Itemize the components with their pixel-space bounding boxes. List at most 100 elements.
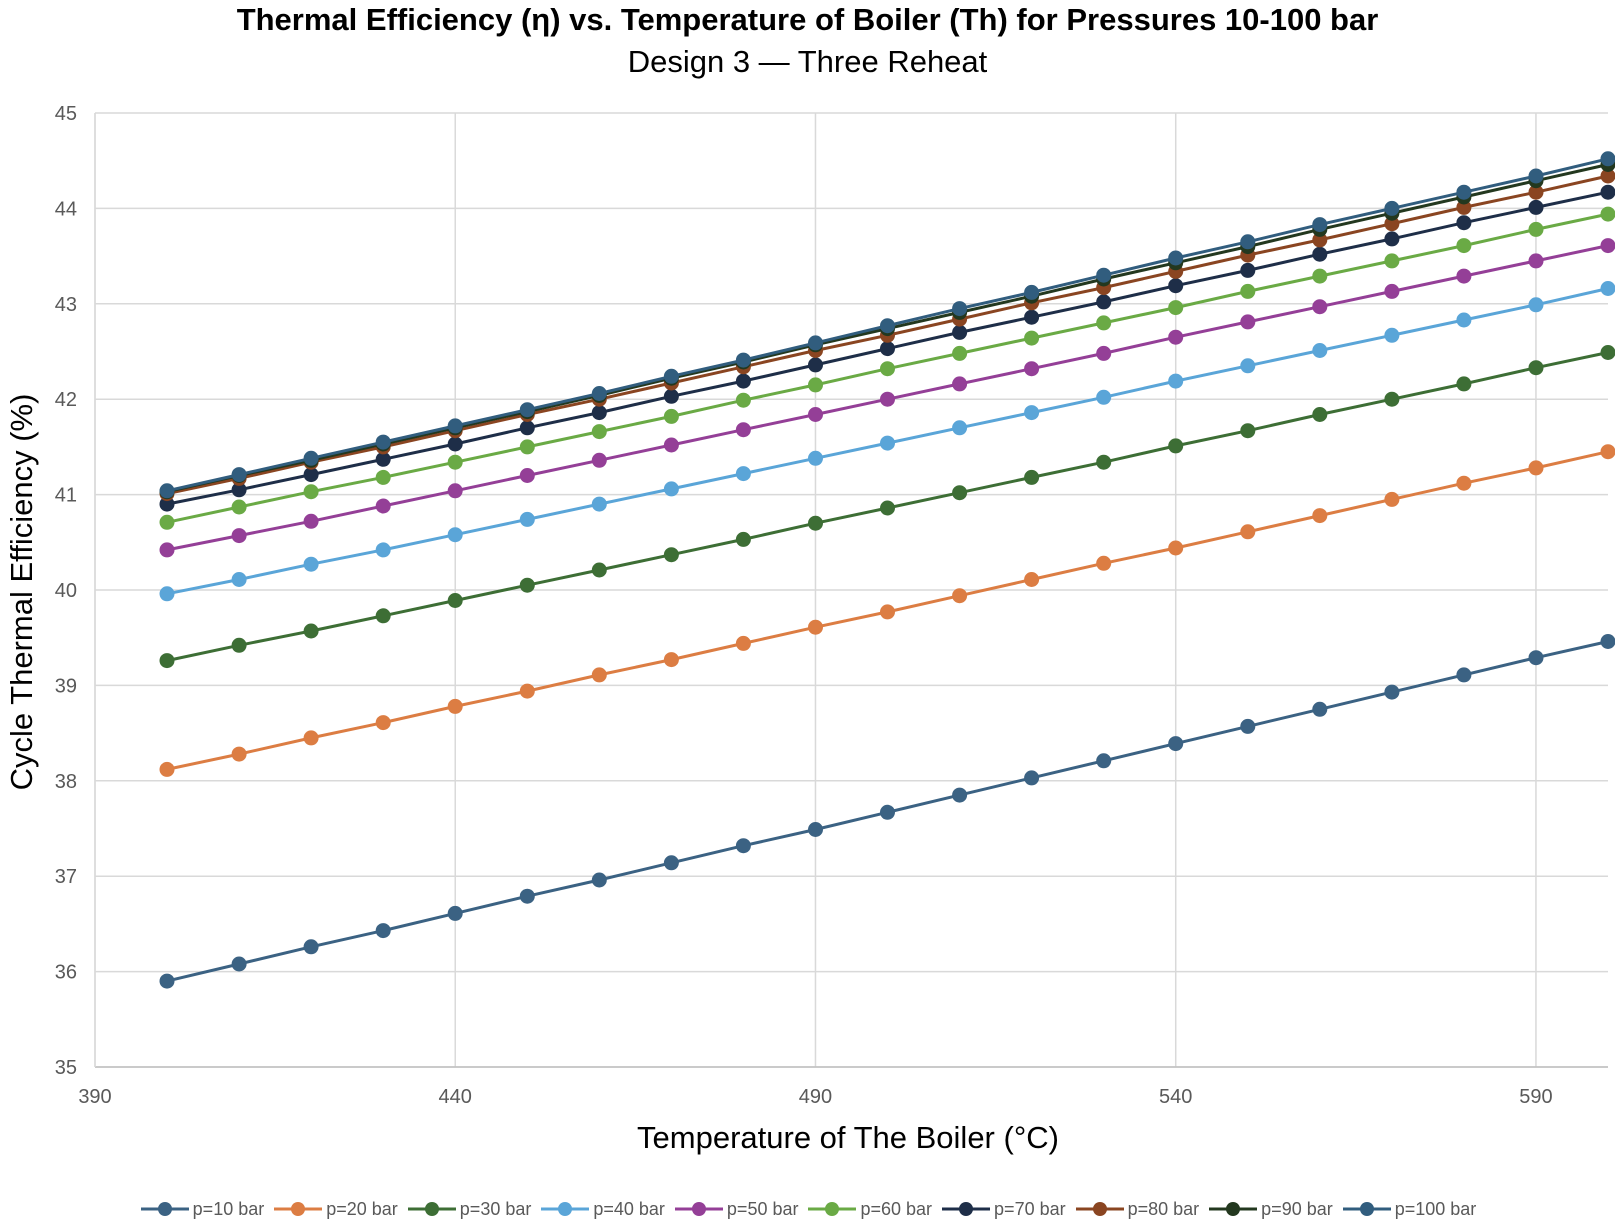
data-point — [1384, 491, 1400, 507]
data-point — [1024, 284, 1040, 300]
chart-title: Thermal Efficiency (η) vs. Temperature o… — [236, 2, 1379, 37]
data-point — [808, 377, 823, 393]
legend-marker-icon — [1075, 1202, 1124, 1216]
data-point — [952, 420, 968, 436]
data-point — [1312, 508, 1328, 524]
data-point — [808, 357, 823, 373]
data-point — [375, 542, 391, 558]
data-point — [880, 361, 895, 377]
data-point — [1096, 267, 1112, 283]
data-point — [1528, 460, 1544, 476]
data-point — [1024, 469, 1040, 485]
data-point — [735, 635, 751, 651]
data-point — [375, 608, 391, 624]
data-point — [1240, 423, 1256, 439]
data-point — [952, 345, 968, 361]
data-point — [1240, 314, 1256, 330]
data-point — [375, 469, 391, 485]
legend-item: p=10 bar — [139, 1199, 264, 1220]
y-tick-label: 35 — [55, 1057, 77, 1079]
data-point — [808, 619, 823, 635]
data-point — [952, 324, 968, 340]
data-point — [159, 586, 175, 602]
legend-marker-icon — [808, 1202, 857, 1216]
data-point — [663, 368, 679, 384]
data-point — [447, 418, 463, 434]
data-point — [375, 923, 391, 939]
data-point — [303, 730, 319, 746]
data-point — [1168, 250, 1184, 266]
series-1 — [159, 634, 1615, 989]
legend-label: p=80 bar — [1127, 1198, 1200, 1219]
legend-marker-icon — [541, 1202, 590, 1216]
legend-item: p=30 bar — [406, 1198, 532, 1220]
data-point — [1312, 246, 1328, 262]
data-point — [952, 485, 968, 501]
data-point — [519, 888, 535, 904]
data-point — [1096, 454, 1112, 470]
data-point — [1312, 701, 1328, 717]
y-tick-label: 36 — [55, 962, 77, 984]
data-point — [1384, 231, 1400, 247]
data-point — [1528, 168, 1544, 184]
data-point — [735, 422, 751, 438]
data-point — [1456, 238, 1472, 254]
data-point — [1096, 315, 1112, 331]
data-point — [880, 341, 895, 357]
data-point — [447, 698, 463, 714]
legend-item: p=60 bar — [806, 1199, 932, 1220]
data-point — [303, 467, 319, 483]
y-tick-label: 41 — [55, 485, 77, 507]
legend-item: p=80 bar — [1074, 1198, 1200, 1220]
legend-label: p=60 bar — [860, 1198, 933, 1219]
data-point — [1096, 294, 1112, 310]
y-tick-label: 37 — [55, 866, 77, 888]
data-point — [1096, 345, 1112, 361]
data-point — [231, 956, 247, 972]
data-point — [1168, 300, 1184, 316]
series-4 — [159, 281, 1615, 602]
data-point — [303, 939, 319, 955]
data-point — [1600, 444, 1615, 460]
data-point — [1456, 312, 1472, 328]
data-point — [1456, 376, 1472, 392]
legend-label: p=20 bar — [326, 1198, 398, 1219]
data-point — [1024, 309, 1040, 325]
data-point — [1168, 438, 1184, 454]
data-point — [1312, 232, 1328, 248]
data-point — [1240, 524, 1256, 540]
axes: 35 36 37 38 39 40 41 42 43 44 45 390 440 490 540 590 — [55, 103, 1608, 1108]
data-point — [735, 531, 751, 547]
data-point — [1024, 572, 1040, 587]
data-point — [1240, 358, 1256, 374]
data-point — [231, 572, 247, 587]
legend-label: p=30 bar — [459, 1198, 532, 1219]
data-point — [375, 715, 391, 731]
data-point — [663, 652, 679, 668]
legend-label: p=100 bar — [1394, 1198, 1477, 1219]
data-point — [1456, 199, 1472, 215]
data-point — [1600, 151, 1615, 167]
data-point — [1528, 360, 1544, 376]
data-point — [591, 424, 607, 440]
data-point — [1168, 373, 1184, 389]
data-point — [663, 855, 679, 871]
data-point — [808, 335, 823, 351]
data-point — [591, 496, 607, 512]
data-point — [231, 528, 247, 544]
data-point — [1528, 297, 1544, 313]
data-point — [808, 450, 823, 466]
legend-marker-icon — [1209, 1202, 1258, 1216]
series-5 — [159, 238, 1615, 558]
y-tick-label: 42 — [55, 389, 77, 411]
data-point — [231, 746, 247, 762]
data-point — [880, 500, 895, 516]
data-point — [303, 623, 319, 639]
data-point — [1312, 217, 1328, 233]
data-point — [375, 498, 391, 514]
data-point — [231, 637, 247, 653]
data-point — [231, 467, 247, 483]
data-point — [1456, 667, 1472, 683]
x-axis-title: Temperature of The Boiler (°C) — [637, 1120, 1059, 1155]
x-tick-label: 490 — [799, 1086, 832, 1108]
